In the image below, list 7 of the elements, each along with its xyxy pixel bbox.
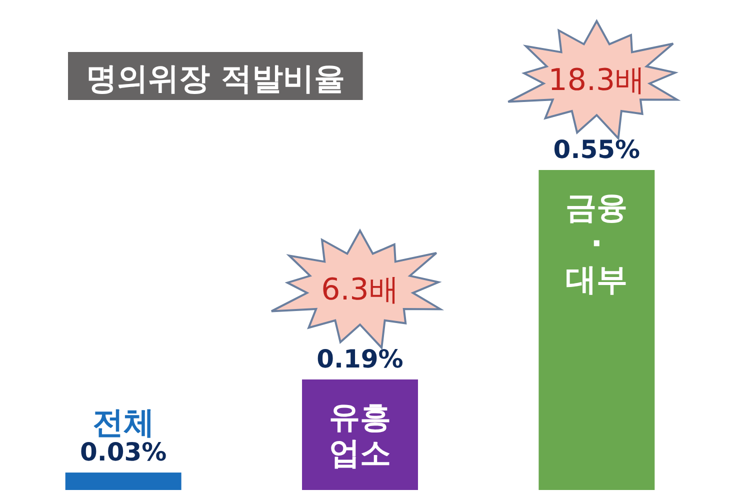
annotation: 6.3배 — [321, 272, 399, 308]
x-tick-label: 유흥 업소 — [329, 399, 391, 472]
data-label: 0.55% — [553, 135, 640, 164]
data-label: 0.19% — [316, 344, 404, 374]
chart-title: 명의위장 적발비율 — [86, 61, 345, 97]
x-tick-label: 금융 · 대부 — [566, 190, 628, 298]
text: 18.3배 — [548, 63, 646, 98]
